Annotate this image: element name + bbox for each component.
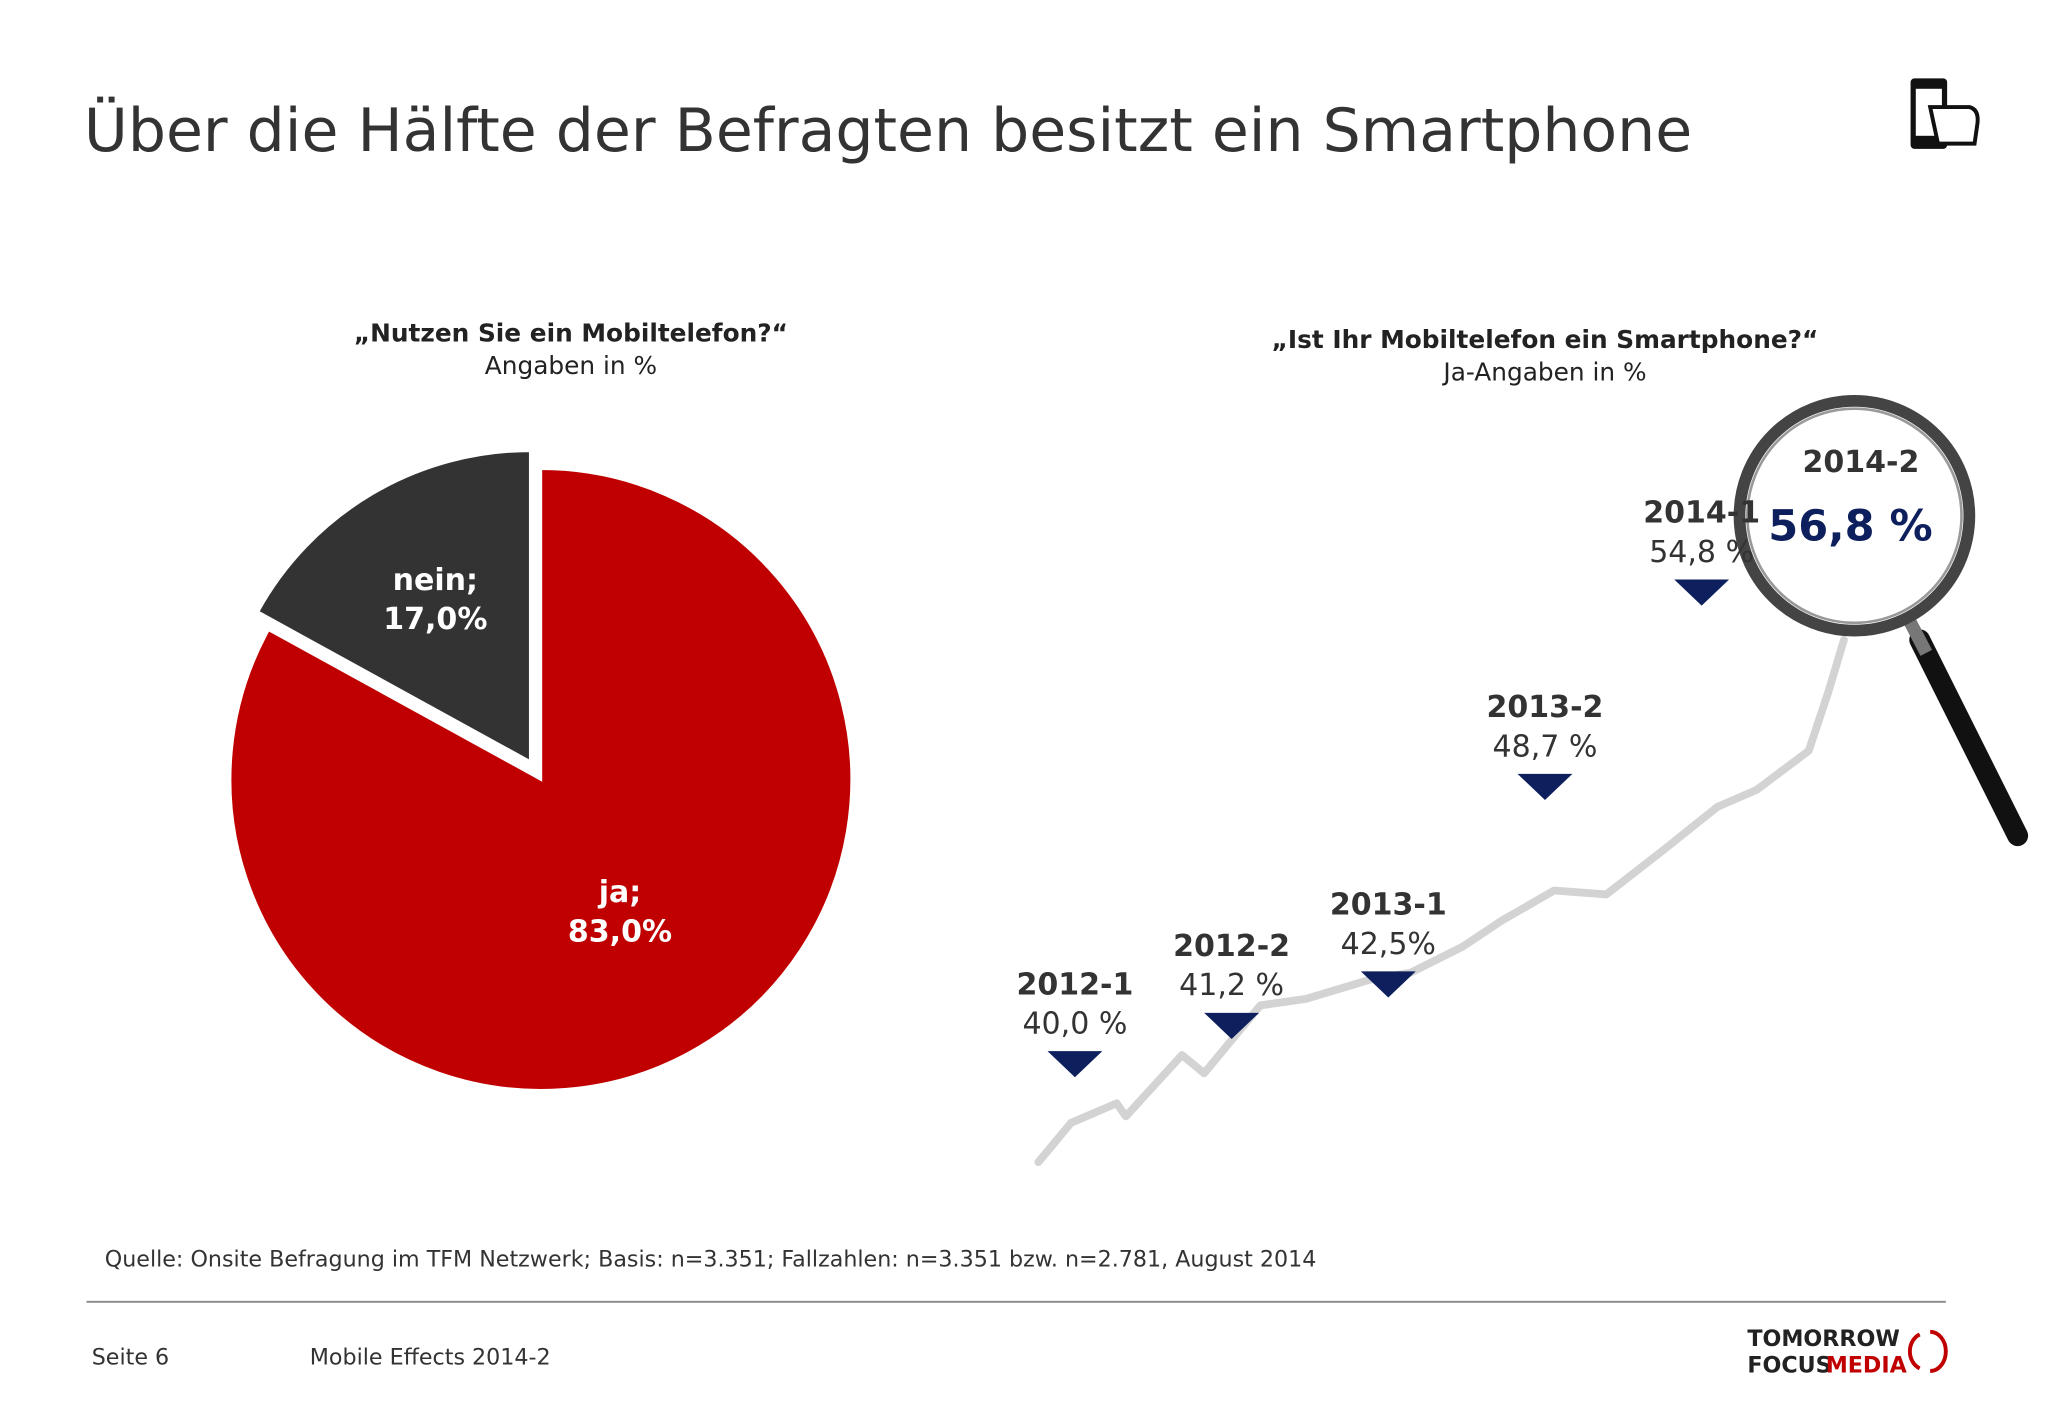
- milestone-value: 40,0 %: [1022, 1006, 1127, 1041]
- page-number: Seite 6: [92, 1344, 169, 1370]
- logo-text: MEDIA: [1826, 1352, 1908, 1378]
- milestone-marker: [1517, 773, 1573, 800]
- logo-text: TOMORROW: [1747, 1326, 1899, 1352]
- trend-decoration: [1034, 635, 1848, 1166]
- pie-slice: [256, 449, 532, 764]
- milestone-value: 56,8 %: [1768, 501, 1932, 551]
- milestone-label: 2012-2: [1173, 929, 1290, 964]
- slide-title: Über die Hälfte der Befragten besitzt ei…: [84, 95, 1692, 166]
- milestone-label: 2014-2: [1803, 445, 1920, 480]
- logo: TOMORROW FOCUS MEDIA: [1747, 1326, 1948, 1378]
- milestone-marker: [1047, 1051, 1103, 1078]
- milestone-label: 2013-1: [1330, 888, 1447, 923]
- phone-icon: [1910, 78, 1980, 149]
- slice-label: ja;: [598, 875, 642, 910]
- pie-slice: [228, 467, 853, 1092]
- milestone-value: 42,5%: [1341, 927, 1436, 962]
- milestone-value: 41,2 %: [1179, 968, 1284, 1003]
- milestone-value: 48,7 %: [1493, 729, 1598, 764]
- milestone-marker: [1204, 1012, 1260, 1039]
- milestone-marker: [1360, 971, 1416, 998]
- slice-label: nein;: [393, 563, 478, 598]
- magnifier: [1733, 394, 2029, 847]
- slice-value: 17,0%: [383, 602, 487, 637]
- milestone-marker: [1674, 579, 1730, 606]
- slice-value: 83,0%: [568, 914, 672, 949]
- chart-subtitle: Angaben in %: [485, 351, 657, 380]
- report-name: Mobile Effects 2014-2: [310, 1344, 551, 1370]
- milestone-label: 2012-1: [1016, 967, 1133, 1002]
- milestone-label: 2013-2: [1487, 690, 1604, 725]
- milestone-label: 2014-1: [1643, 496, 1760, 531]
- logo-text: FOCUS: [1747, 1352, 1831, 1378]
- chart-title: „Nutzen Sie ein Mobiltelefon?“: [354, 318, 788, 347]
- milestone-value: 54,8 %: [1649, 535, 1754, 570]
- chart-title: „Ist Ihr Mobiltelefon ein Smartphone?“: [1272, 325, 1819, 354]
- source-note: Quelle: Onsite Befragung im TFM Netzwerk…: [105, 1247, 1317, 1273]
- chart-subtitle: Ja-Angaben in %: [1441, 357, 1646, 386]
